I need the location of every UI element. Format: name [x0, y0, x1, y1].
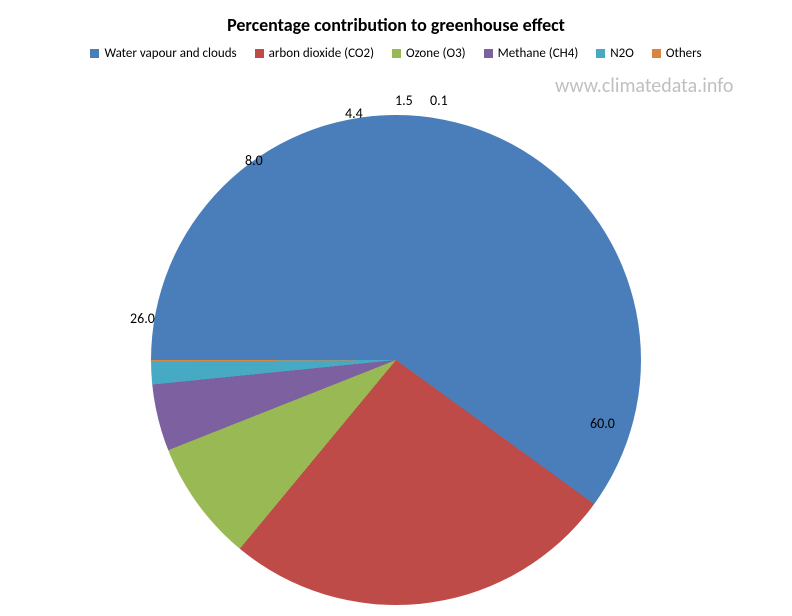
pie-data-label: 60.0: [590, 415, 615, 432]
legend-label: Ozone (O3): [406, 46, 466, 61]
pie-data-label: 1.5: [395, 92, 413, 109]
legend-item: Methane (CH4): [484, 46, 579, 61]
legend-label: N2O: [610, 46, 634, 61]
legend-swatch: [652, 49, 661, 58]
legend-swatch: [255, 49, 264, 58]
legend-swatch: [596, 49, 605, 58]
pie-chart: [151, 115, 641, 605]
legend-item: Others: [652, 46, 702, 61]
pie-data-label: 26.0: [130, 310, 155, 327]
legend-item: Ozone (O3): [392, 46, 466, 61]
legend-swatch: [392, 49, 401, 58]
chart-title: Percentage contribution to greenhouse ef…: [0, 14, 792, 36]
chart-container: Percentage contribution to greenhouse ef…: [0, 0, 792, 616]
pie-data-label: 8.0: [245, 152, 263, 169]
legend-item: Water vapour and clouds: [90, 46, 236, 61]
watermark: www.climatedata.info: [555, 74, 733, 98]
legend-label: Others: [666, 46, 702, 61]
legend: Water vapour and clouds arbon dioxide (CO…: [0, 46, 792, 61]
legend-swatch: [484, 49, 493, 58]
legend-swatch: [90, 49, 99, 58]
pie-disc: [151, 115, 641, 605]
pie-data-label: 0.1: [430, 92, 448, 109]
legend-label: arbon dioxide (CO2): [269, 46, 374, 61]
legend-label: Methane (CH4): [498, 46, 579, 61]
legend-item: N2O: [596, 46, 634, 61]
legend-item: arbon dioxide (CO2): [255, 46, 374, 61]
pie-data-label: 4.4: [345, 105, 363, 122]
legend-label: Water vapour and clouds: [104, 46, 236, 61]
